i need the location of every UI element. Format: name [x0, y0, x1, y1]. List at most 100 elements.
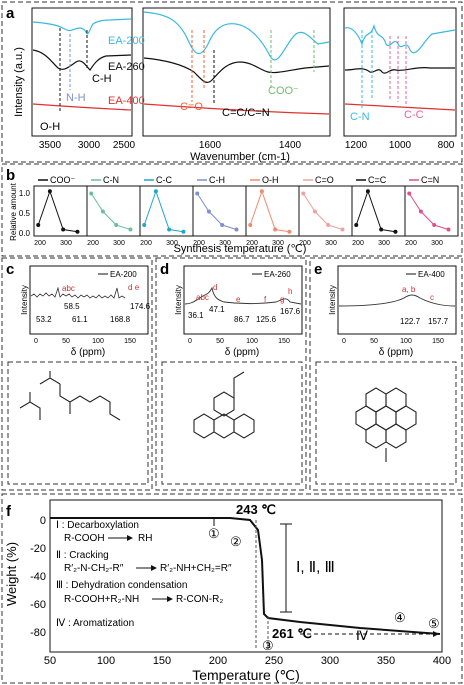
subplot-point-2-0 — [142, 223, 147, 227]
panel-f-frame — [1, 493, 463, 684]
band-oh: O-H — [40, 121, 60, 133]
panel-e-frame — [309, 257, 463, 491]
peak-d-867: 86.7 — [234, 315, 250, 324]
panel-c-letter: c — [6, 261, 14, 278]
panel-d-plot — [183, 265, 303, 335]
legend-label-2: C-C — [156, 175, 172, 185]
peak-letters-c: abc — [62, 284, 75, 293]
nmr-spectrum-c — [30, 286, 126, 299]
marker-2: ② — [230, 534, 242, 549]
step1-eq-l: R-COOH — [64, 533, 105, 544]
subplot-line-4 — [249, 189, 290, 233]
legend-label-6: C=C — [368, 175, 387, 185]
subplot-point-3-2 — [220, 223, 225, 227]
tick-d-0: 0 — [188, 338, 192, 345]
tick-c-0: 0 — [34, 338, 38, 345]
panel-b-ylabel: Relative amount — [9, 182, 18, 241]
tick-a-1200: 1200 — [345, 140, 368, 151]
tick-e-150: 150 — [432, 338, 444, 345]
subplot-6 — [351, 185, 406, 237]
subplot-tick-6-0: 200 — [352, 240, 364, 247]
panel-e-plot — [337, 265, 457, 335]
tick-f-x-3: 200 — [209, 655, 227, 667]
series-label-ea260: EA-260 — [108, 61, 145, 73]
panel-b-subplots: COO⁻ 200 300 C-N 200 300 C-C 200 300 C-H 200 300 O-H… — [33, 175, 459, 247]
subplot-point-1-1 — [100, 209, 105, 214]
step2-title: Ⅱ : Cracking — [56, 550, 109, 561]
step1-title: Ⅰ : Decarboxylation — [56, 520, 139, 531]
tick-a-2500: 2500 — [113, 140, 136, 151]
tick-f-x-0: 50 — [44, 655, 56, 667]
panel-b-frame — [1, 163, 463, 257]
subplot-point-6-0 — [354, 223, 359, 227]
legend-label-4: O-H — [262, 175, 279, 185]
spectrum-ea260-left — [32, 49, 132, 71]
legend-label-1: C-N — [103, 175, 119, 185]
subplot-tick-1-2: 300 — [113, 240, 125, 247]
legend-e: EA-400 — [418, 270, 445, 279]
subplot-point-6-1 — [365, 189, 370, 194]
subplot-point-7-0 — [407, 191, 412, 196]
tick-f-x-7: 400 — [433, 655, 451, 667]
step3-title: Ⅲ : Dehydration condensation — [56, 580, 187, 591]
tick-e-50: 50 — [370, 338, 378, 345]
panel-f-plot — [49, 499, 443, 653]
panel-a-xlabel: Wavenumber (cm-1) — [190, 151, 290, 163]
subplot-tick-7-2: 300 — [431, 240, 443, 247]
subplot-point-0-3 — [75, 229, 80, 234]
tga-curve — [50, 517, 441, 635]
structure-e — [355, 387, 417, 462]
band-coo: COO⁻ — [268, 85, 299, 97]
subplot-line-5 — [302, 193, 343, 230]
step2-eq-r: R′₂-NH+CH₂=R″ — [160, 563, 232, 574]
subplot-point-4-3 — [287, 229, 292, 234]
subplot-line-0 — [37, 189, 78, 233]
legend-c: EA-200 — [110, 270, 137, 279]
temp-243: 243 ℃ — [236, 502, 276, 517]
tick-f-y-2: -40 — [30, 571, 46, 583]
peak-e-1577: 157.7 — [428, 317, 449, 326]
tick-b-0: 0.0 — [19, 229, 31, 238]
stage-label-4: Ⅳ — [356, 628, 368, 643]
subplot-line-6 — [355, 189, 396, 233]
step3-eq-r: R-CON-R₂ — [176, 594, 223, 605]
marker-3: ③ — [262, 638, 274, 653]
step2-eq-l: R′₂-N-CH₂-R″ — [64, 563, 124, 574]
panel-f-ticks: 50 100 150 200 250 300 350 400 0 -20 -40 -60 -80 — [30, 515, 451, 667]
subplot-point-2-3 — [181, 229, 186, 234]
subplot-point-1-2 — [114, 223, 119, 227]
step3-eq-l: R-COOH+R₂-NH — [64, 594, 139, 605]
subplot-tick-2-0: 200 — [140, 240, 152, 247]
subplot-tick-1-0: 200 — [87, 240, 99, 247]
subplot-tick-2-2: 300 — [166, 240, 178, 247]
subplot-point-0-0 — [36, 223, 41, 227]
subplot-point-6-3 — [393, 229, 398, 234]
subplot-point-3-1 — [206, 209, 211, 214]
panel-c-plot — [29, 265, 149, 335]
peak-letter-e-ab: a, b — [402, 285, 416, 294]
panel-b-xlabel: Synthesis temperature (℃) — [174, 243, 307, 255]
tick-a-1400: 1400 — [279, 140, 302, 151]
tick-a-1600: 1600 — [199, 140, 222, 151]
peak-d-1676: 167.6 — [280, 307, 301, 316]
tick-d-150: 150 — [278, 338, 290, 345]
subplot-point-5-0 — [301, 191, 306, 196]
spectrum-ea400-mid — [143, 103, 330, 115]
spectrum-ea400-right — [344, 103, 456, 111]
band-cc2: C-C — [404, 109, 424, 121]
subplot-point-5-1 — [312, 209, 317, 214]
tick-d-100: 100 — [246, 338, 258, 345]
spectrum-ea200-right — [344, 23, 456, 54]
peak-letter-d-f: f — [264, 295, 267, 304]
peak-d-1256: 125.6 — [256, 315, 277, 324]
legend-d: EA-260 — [264, 270, 291, 279]
panel-b-letter: b — [6, 167, 15, 184]
spectrum-ea260-mid — [143, 57, 330, 84]
tick-f-x-4: 250 — [265, 655, 283, 667]
subplot-point-4-1 — [259, 189, 264, 194]
subplot-point-7-3 — [446, 227, 451, 232]
subplot-tick-5-0: 200 — [299, 240, 311, 247]
subplot-point-2-1 — [153, 189, 158, 194]
subplot-line-2 — [143, 189, 184, 233]
peak-d-361: 36.1 — [188, 311, 204, 320]
